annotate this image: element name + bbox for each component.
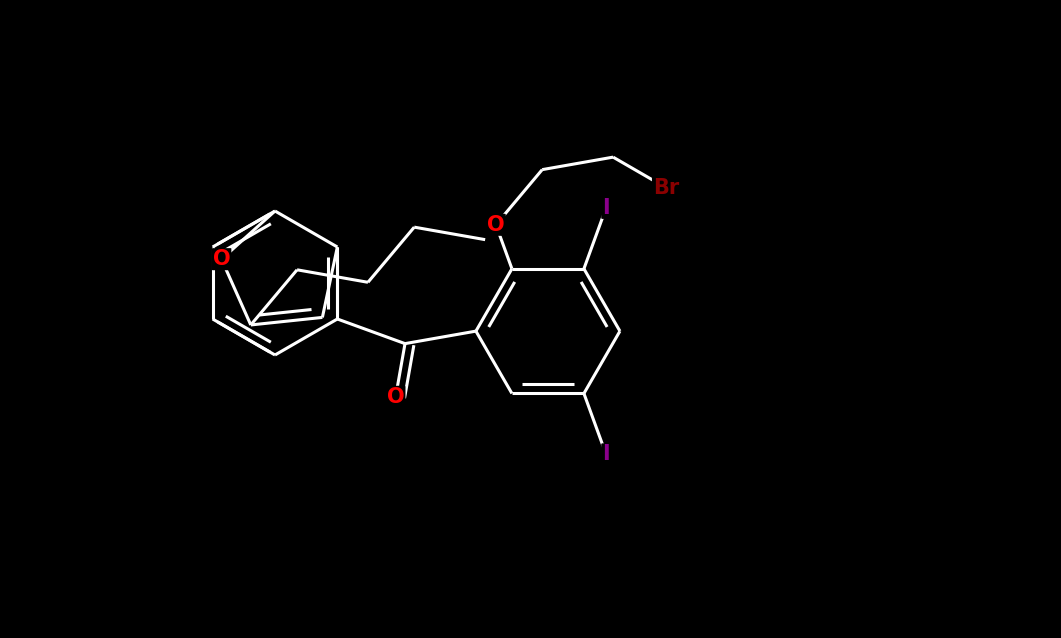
Text: I: I <box>603 198 610 218</box>
Text: Br: Br <box>653 178 679 198</box>
Text: O: O <box>387 387 404 407</box>
Text: O: O <box>487 215 505 235</box>
Text: I: I <box>603 445 610 464</box>
Text: O: O <box>212 249 230 269</box>
